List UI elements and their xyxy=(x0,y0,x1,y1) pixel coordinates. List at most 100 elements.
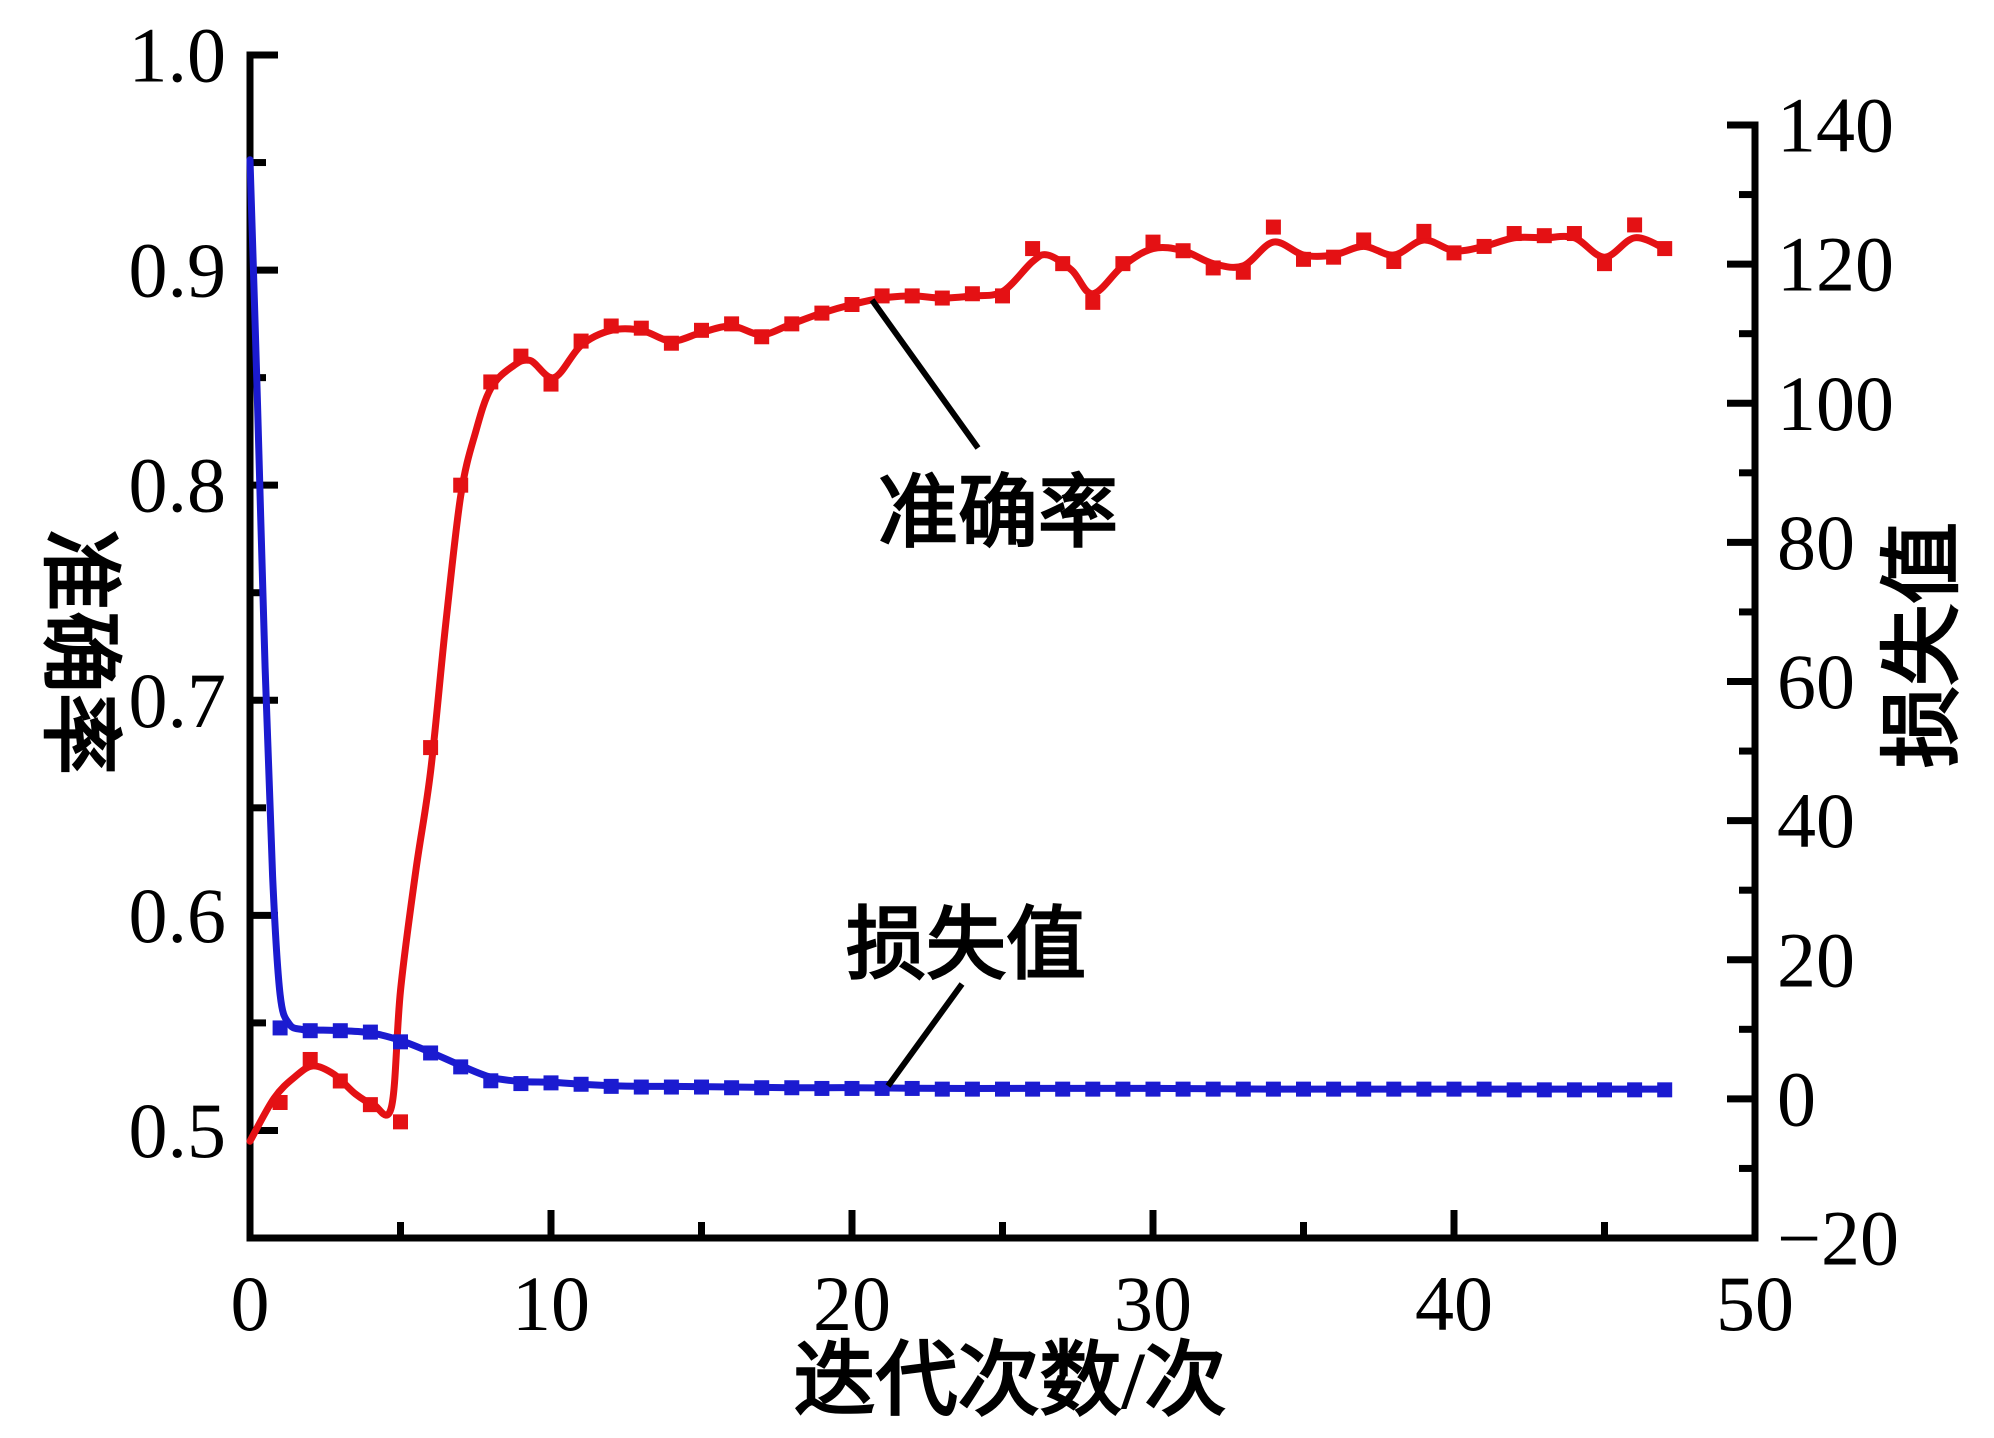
right-axis-tick-label: 120 xyxy=(1777,221,1894,308)
right-axis-tick-label: 60 xyxy=(1777,638,1855,725)
loss-marker xyxy=(332,1023,348,1039)
accuracy-annotation-leader-line xyxy=(869,298,981,450)
loss-marker xyxy=(874,1080,890,1096)
accuracy-marker xyxy=(1145,234,1161,250)
loss-marker xyxy=(1386,1081,1402,1097)
loss-marker xyxy=(1326,1081,1342,1097)
accuracy-marker xyxy=(1356,232,1372,248)
loss-marker xyxy=(1566,1082,1582,1098)
loss-marker xyxy=(1145,1081,1161,1097)
accuracy-marker xyxy=(1476,238,1492,254)
accuracy-marker xyxy=(1235,264,1251,280)
loss-marker xyxy=(1416,1081,1432,1097)
accuracy-marker xyxy=(1536,228,1552,244)
accuracy-marker xyxy=(1085,294,1101,310)
accuracy-marker xyxy=(1326,249,1342,265)
accuracy-marker xyxy=(1115,256,1131,272)
accuracy-marker xyxy=(934,290,950,306)
accuracy-marker xyxy=(1446,245,1462,261)
loss-marker xyxy=(633,1079,649,1095)
accuracy-marker xyxy=(603,318,619,334)
loss-marker xyxy=(964,1081,980,1097)
loss-marker xyxy=(362,1024,378,1040)
right-axis-tick-label: 20 xyxy=(1777,916,1855,1003)
accuracy-marker xyxy=(573,333,589,349)
accuracy-marker xyxy=(513,348,529,364)
loss-marker xyxy=(1536,1082,1552,1098)
loss-marker xyxy=(302,1023,318,1039)
loss-marker xyxy=(1235,1081,1251,1097)
axes-layer: 1.0 0.9 0.8 0.7 0.6 0.5 140 120 100 80 60 40 20 0 −20 0… xyxy=(129,12,1900,1348)
x-axis-tick-label: 40 xyxy=(1415,1260,1493,1347)
accuracy-marker xyxy=(1597,256,1612,272)
loss-marker xyxy=(1265,1081,1281,1097)
accuracy-marker xyxy=(1055,256,1071,272)
loss-annotation-leader-line xyxy=(885,982,965,1088)
accuracy-marker xyxy=(393,1114,408,1130)
loss-marker xyxy=(904,1080,920,1096)
loss-marker xyxy=(754,1080,770,1096)
x-axis-title: 迭代次数/次 xyxy=(794,1335,1227,1426)
accuracy-marker xyxy=(1386,253,1402,269)
accuracy-marker xyxy=(1175,243,1191,259)
accuracy-marker xyxy=(483,374,499,390)
accuracy-marker xyxy=(844,297,860,313)
loss-marker xyxy=(844,1080,860,1096)
right-axis-tick-label: −20 xyxy=(1777,1195,1899,1282)
loss-marker xyxy=(814,1080,830,1096)
x-axis-tick-label: 10 xyxy=(512,1260,590,1347)
x-axis-tick-label: 0 xyxy=(231,1260,270,1347)
loss-marker xyxy=(1055,1081,1071,1097)
accuracy-marker xyxy=(1265,219,1281,235)
accuracy-marker xyxy=(995,288,1010,304)
x-axis-tick-label: 20 xyxy=(813,1260,891,1347)
loss-marker xyxy=(1476,1081,1492,1097)
loss-marker xyxy=(663,1079,679,1095)
loss-marker xyxy=(513,1076,529,1092)
accuracy-marker xyxy=(362,1097,378,1113)
right-y-axis-title: 损失值 xyxy=(1877,522,1968,768)
accuracy-marker xyxy=(1296,251,1311,267)
loss-marker xyxy=(603,1078,619,1094)
accuracy-marker xyxy=(453,477,469,493)
left-y-axis-title: 准确率 xyxy=(34,529,125,775)
series-layer xyxy=(246,156,1673,1145)
x-axis-tick-label: 50 xyxy=(1716,1260,1794,1347)
loss-marker xyxy=(1085,1081,1101,1097)
loss-annotation-label: 损失值 xyxy=(846,902,1086,990)
accuracy-marker xyxy=(724,316,740,332)
accuracy-marker xyxy=(784,316,800,332)
loss-marker xyxy=(1356,1081,1372,1097)
accuracy-marker xyxy=(1416,223,1432,239)
left-axis-tick-label: 0.8 xyxy=(129,442,227,529)
loss-marker xyxy=(934,1081,950,1097)
accuracy-marker xyxy=(423,740,439,756)
loss-marker xyxy=(784,1080,800,1096)
accuracy-marker xyxy=(543,376,559,392)
loss-marker xyxy=(1205,1081,1221,1097)
accuracy-marker xyxy=(1025,241,1041,257)
titles-layer: 迭代次数/次 准确率 损失值 xyxy=(34,522,1968,1426)
loss-marker xyxy=(1175,1081,1191,1097)
loss-marker xyxy=(423,1045,439,1061)
accuracy-marker xyxy=(332,1073,348,1089)
accuracy-marker xyxy=(1506,226,1522,242)
accuracy-marker xyxy=(814,305,830,321)
right-axis-tick-label: 40 xyxy=(1777,777,1855,864)
left-axis-tick-label: 0.5 xyxy=(129,1087,227,1174)
accuracy-marker xyxy=(633,320,649,336)
right-axis-tick-label: 80 xyxy=(1777,499,1855,586)
left-axis-tick-label: 0.9 xyxy=(129,227,227,314)
loss-marker xyxy=(573,1076,589,1092)
left-axis-tick-label: 0.7 xyxy=(129,657,227,744)
loss-marker xyxy=(1115,1081,1131,1097)
accuracy-marker xyxy=(272,1094,288,1110)
loss-marker xyxy=(272,1020,288,1036)
accuracy-marker xyxy=(1566,226,1582,242)
accuracy-marker xyxy=(694,322,709,338)
accuracy-marker xyxy=(1627,217,1643,233)
right-axis-tick-label: 100 xyxy=(1777,360,1894,447)
loss-marker xyxy=(483,1073,499,1089)
